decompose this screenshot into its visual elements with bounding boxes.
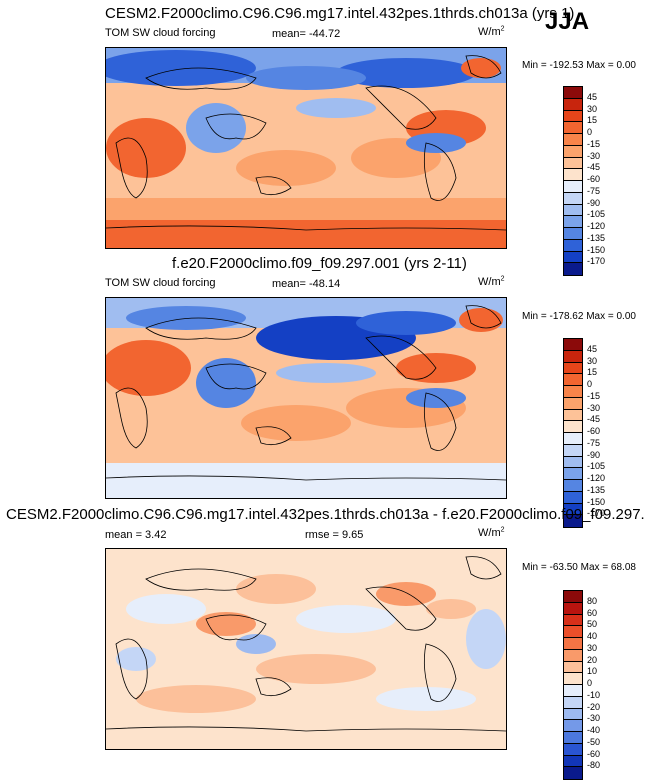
colorbar-tick-label: -135 bbox=[587, 484, 606, 495]
colorbar-tick-label: -60 bbox=[587, 174, 601, 184]
colorbar-tick-label: 80 bbox=[587, 595, 598, 606]
panel-3-colorbar bbox=[563, 590, 583, 780]
panel-1-units: W/m2 bbox=[478, 25, 505, 38]
panel-3-mean: mean = 3.42 bbox=[105, 529, 167, 541]
panel-3-minmax: Min = -63.50 Max = 68.08 bbox=[522, 562, 636, 573]
panel-1-variable-label: TOM SW cloud forcing bbox=[105, 27, 216, 39]
panel-3-map bbox=[105, 548, 507, 750]
colorbar-tick-label: 30 bbox=[587, 642, 598, 653]
colorbar-tick-label: -20 bbox=[587, 701, 601, 712]
colorbar-tick-label: -15 bbox=[587, 138, 601, 149]
colorbar-tick-label: 10 bbox=[587, 666, 598, 677]
colorbar-tick-label: 20 bbox=[587, 654, 598, 665]
colorbar-tick-label: -40 bbox=[587, 725, 601, 735]
panel-3-rmse: rmse = 9.65 bbox=[305, 529, 364, 541]
colorbar-tick-label: -90 bbox=[587, 449, 601, 460]
colorbar-tick-label: -30 bbox=[587, 713, 601, 724]
colorbar-tick-label: 45 bbox=[587, 91, 598, 102]
panel-1-title: CESM2.F2000climo.C96.C96.mg17.intel.432p… bbox=[105, 5, 575, 22]
panel-2-colorbar bbox=[563, 338, 583, 528]
colorbar-tick-label: -150 bbox=[587, 244, 606, 255]
colorbar-tick-label: -50 bbox=[587, 736, 601, 747]
colorbar-tick-label: -170 bbox=[587, 508, 606, 519]
colorbar-tick-label: -170 bbox=[587, 256, 606, 267]
colorbar-tick-label: -15 bbox=[587, 390, 601, 401]
colorbar-tick-label: -120 bbox=[587, 221, 606, 231]
panel-3-units: W/m2 bbox=[478, 526, 505, 539]
panel-3-map-svg bbox=[106, 549, 506, 749]
colorbar-tick-label: 30 bbox=[587, 355, 598, 366]
colorbar-tick-label: -30 bbox=[587, 402, 601, 413]
panel-3-title: CESM2.F2000climo.C96.C96.mg17.intel.432p… bbox=[6, 506, 645, 523]
colorbar-tick-label: 40 bbox=[587, 631, 598, 641]
colorbar-tick-label: 45 bbox=[587, 343, 598, 354]
colorbar-tick-label: 0 bbox=[587, 678, 593, 688]
colorbar-tick-label: 0 bbox=[587, 127, 593, 137]
panel-1-colorbar bbox=[563, 86, 583, 276]
panel-2-map bbox=[105, 297, 507, 499]
colorbar-tick-label: -80 bbox=[587, 760, 601, 771]
colorbar-tick-label: -75 bbox=[587, 185, 601, 196]
colorbar-tick-label: -10 bbox=[587, 689, 601, 700]
panel-2-minmax: Min = -178.62 Max = 0.00 bbox=[522, 311, 636, 322]
panel-2-map-svg bbox=[106, 298, 506, 498]
colorbar-tick-label: 50 bbox=[587, 619, 598, 630]
colorbar-tick-label: -105 bbox=[587, 461, 606, 472]
panel-1-map-svg bbox=[106, 48, 506, 248]
colorbar-tick-label: -45 bbox=[587, 162, 601, 173]
panel-1-minmax: Min = -192.53 Max = 0.00 bbox=[522, 60, 636, 71]
colorbar-tick-label: 15 bbox=[587, 367, 598, 378]
colorbar-tick-label: 0 bbox=[587, 379, 593, 389]
colorbar-tick-label: -135 bbox=[587, 232, 606, 243]
colorbar-tick-label: 15 bbox=[587, 115, 598, 126]
colorbar-tick-label: 30 bbox=[587, 103, 598, 114]
panel-2-variable-label: TOM SW cloud forcing bbox=[105, 277, 216, 289]
colorbar-tick-label: -75 bbox=[587, 437, 601, 448]
colorbar-tick-label: -60 bbox=[587, 748, 601, 759]
season-label: JJA bbox=[545, 8, 590, 35]
panel-2-units: W/m2 bbox=[478, 275, 505, 288]
colorbar-tick-label: -45 bbox=[587, 414, 601, 425]
colorbar-tick-label: 60 bbox=[587, 607, 598, 618]
panel-1-mean: mean= -44.72 bbox=[272, 28, 341, 40]
colorbar-tick-label: -30 bbox=[587, 150, 601, 161]
colorbar-tick-label: -120 bbox=[587, 473, 606, 483]
colorbar-tick-label: -60 bbox=[587, 426, 601, 436]
colorbar-tick-label: -90 bbox=[587, 197, 601, 208]
panel-2-title: f.e20.F2000climo.f09_f09.297.001 (yrs 2-… bbox=[172, 255, 467, 272]
colorbar-tick-label: -105 bbox=[587, 209, 606, 220]
panel-2-mean: mean= -48.14 bbox=[272, 278, 341, 290]
colorbar-tick-label: -150 bbox=[587, 496, 606, 507]
panel-1-map bbox=[105, 47, 507, 249]
